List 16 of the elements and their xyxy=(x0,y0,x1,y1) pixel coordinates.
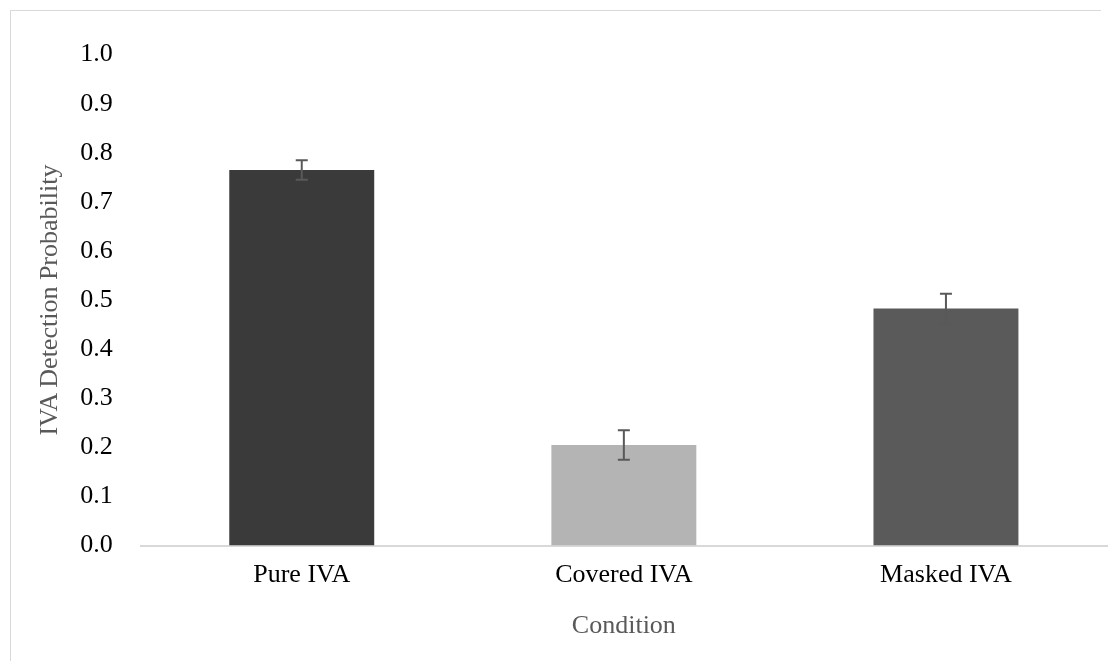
y-axis-title: IVA Detection Probability xyxy=(34,164,64,436)
y-tick-label: 0.8 xyxy=(80,136,113,166)
y-tick-label: 0.1 xyxy=(80,480,113,510)
y-tick-label: 0.3 xyxy=(80,382,113,412)
x-tick-label: Pure IVA xyxy=(253,559,351,589)
x-axis-title: Condition xyxy=(571,610,676,640)
y-tick-label: 0.7 xyxy=(80,185,113,215)
y-tick-label: 0.0 xyxy=(80,529,113,559)
y-tick-label: 0.6 xyxy=(80,234,113,264)
y-tick-label: 0.4 xyxy=(80,333,113,363)
x-tick-label: Masked IVA xyxy=(880,559,1013,589)
y-tick-label: 0.5 xyxy=(80,283,113,313)
y-tick-label: 1.0 xyxy=(80,38,113,68)
x-tick-label: Covered IVA xyxy=(555,559,693,589)
y-tick-label: 0.2 xyxy=(80,431,113,461)
y-tick-label: 0.9 xyxy=(80,87,113,117)
